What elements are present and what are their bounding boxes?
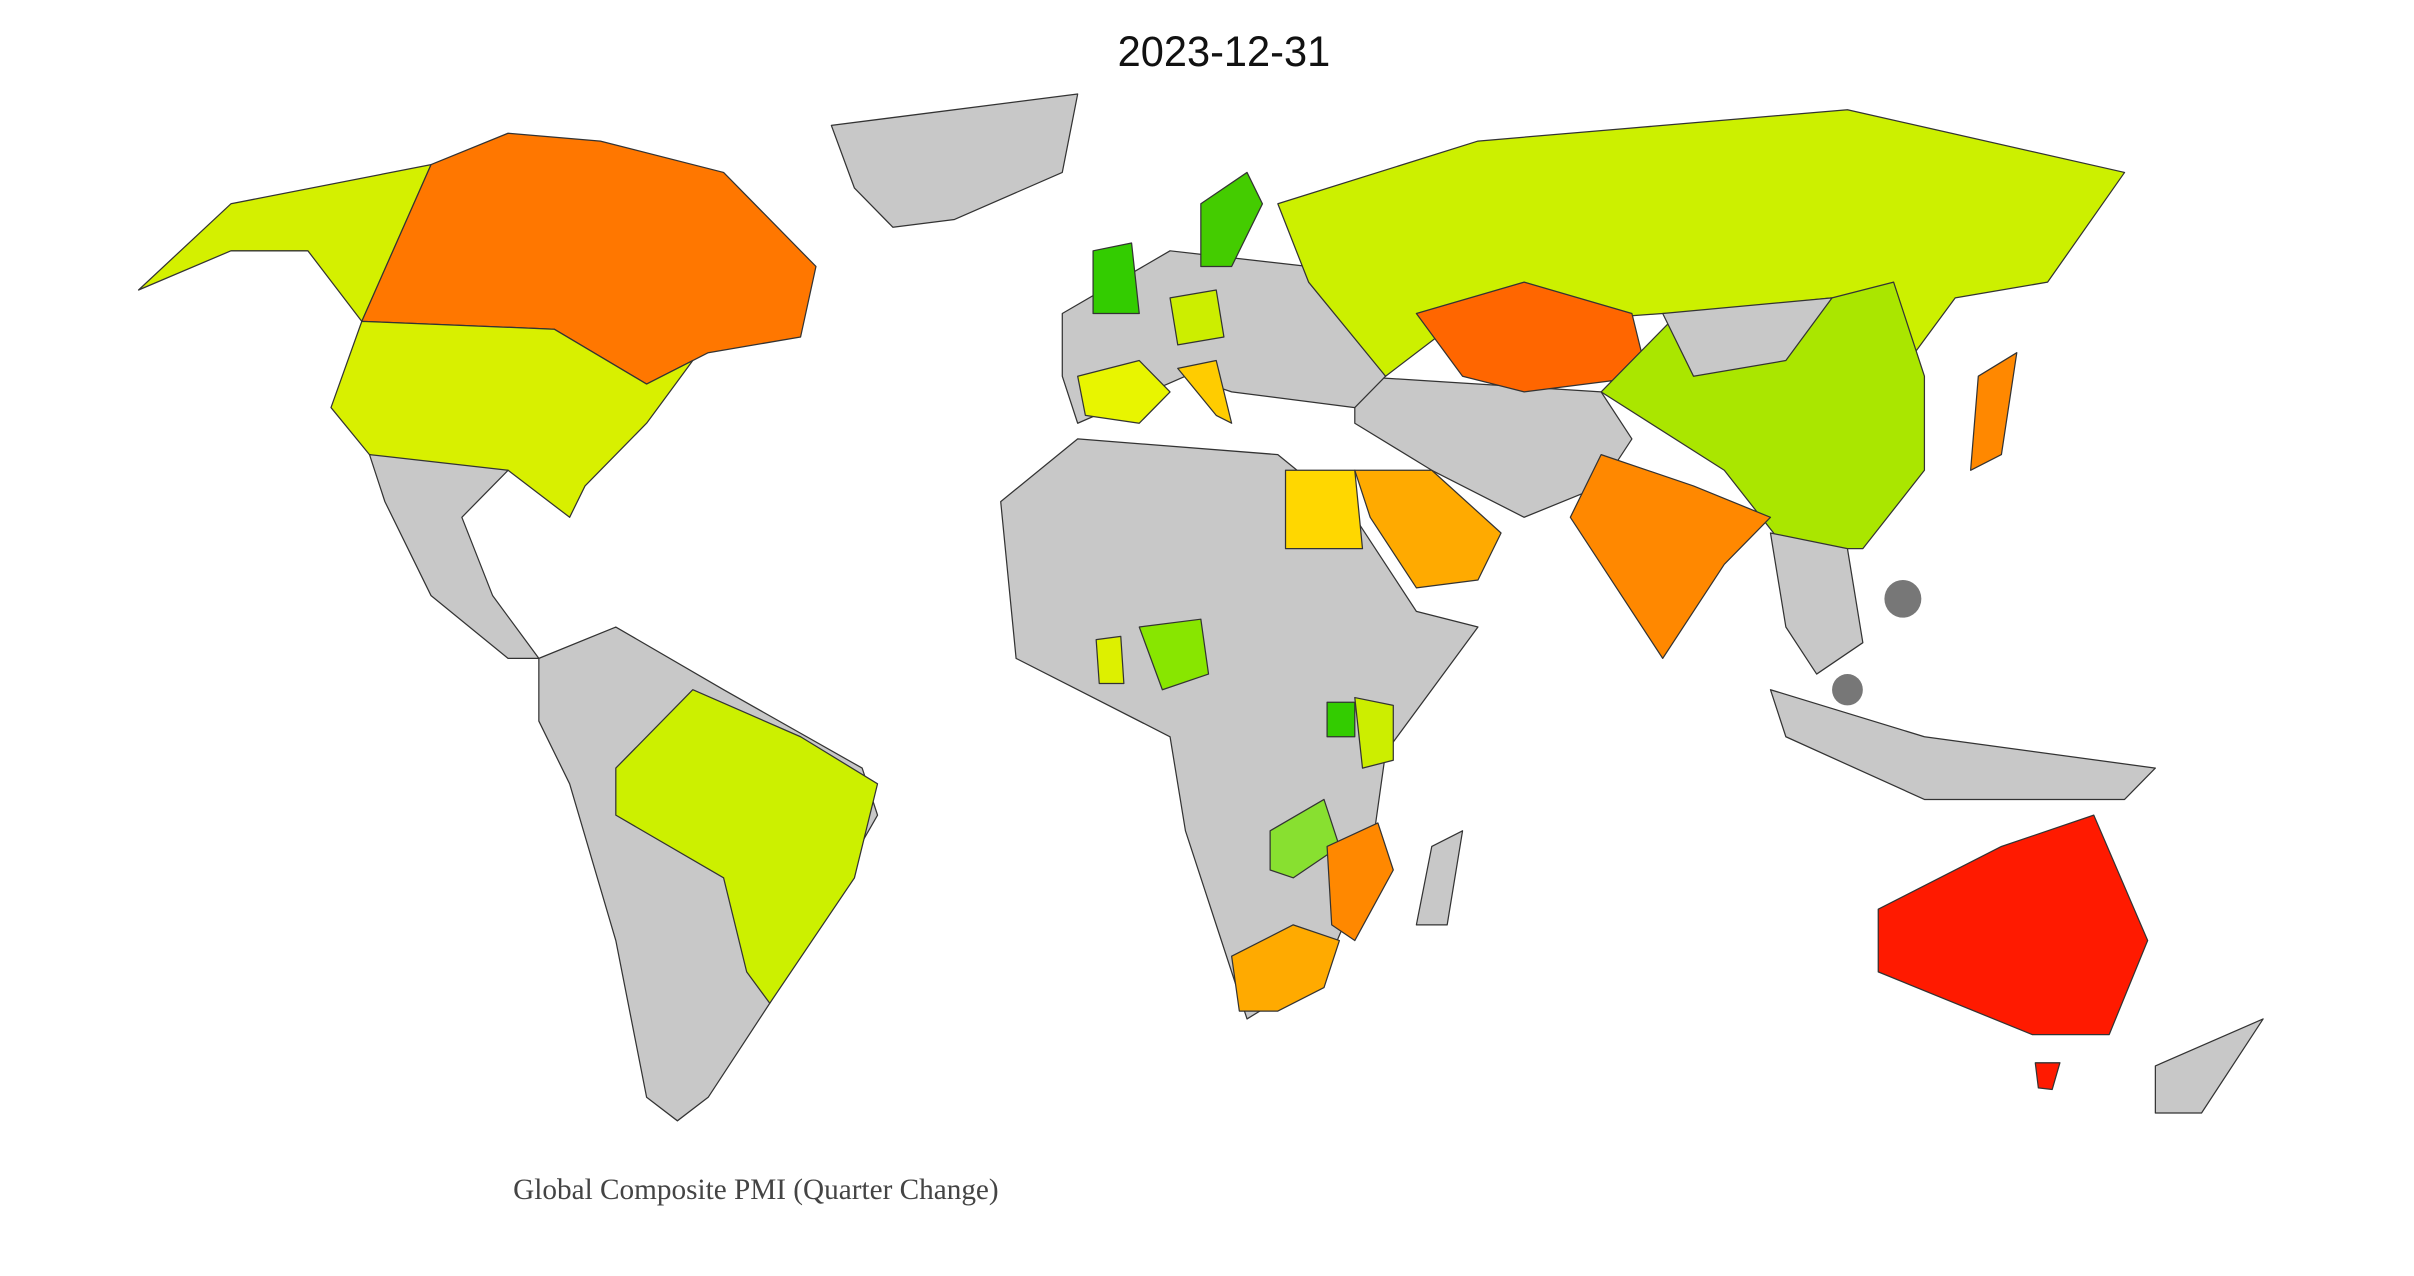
caption: Global Composite PMI (Quarter Change) [513, 1174, 998, 1206]
land [2034, 1062, 2061, 1091]
land [1095, 635, 1125, 685]
land [1877, 814, 2149, 1036]
land [1569, 453, 1772, 660]
land [1200, 171, 1264, 268]
land [1231, 924, 1341, 1012]
land [1769, 689, 2156, 801]
land [1284, 469, 1364, 550]
land [1326, 822, 1394, 942]
land [1662, 297, 1833, 377]
world-map [137, 93, 2264, 1122]
land [615, 689, 879, 1004]
land [1177, 359, 1233, 424]
land [1169, 289, 1225, 346]
land [1326, 701, 1356, 738]
marker [1884, 580, 1922, 618]
land [1354, 696, 1394, 769]
map-title: 2023-12-31 [1118, 27, 1331, 74]
land [830, 93, 1079, 228]
land [1769, 532, 1864, 675]
land [1415, 830, 1464, 926]
land [1969, 352, 2018, 471]
land [1354, 375, 1633, 518]
land [330, 320, 694, 518]
land [1269, 798, 1341, 879]
land [2154, 1018, 2264, 1114]
marker [1832, 674, 1863, 706]
land [1077, 359, 1171, 424]
land [368, 453, 540, 660]
land [1354, 469, 1502, 589]
land [1138, 618, 1210, 691]
land [1092, 242, 1140, 315]
